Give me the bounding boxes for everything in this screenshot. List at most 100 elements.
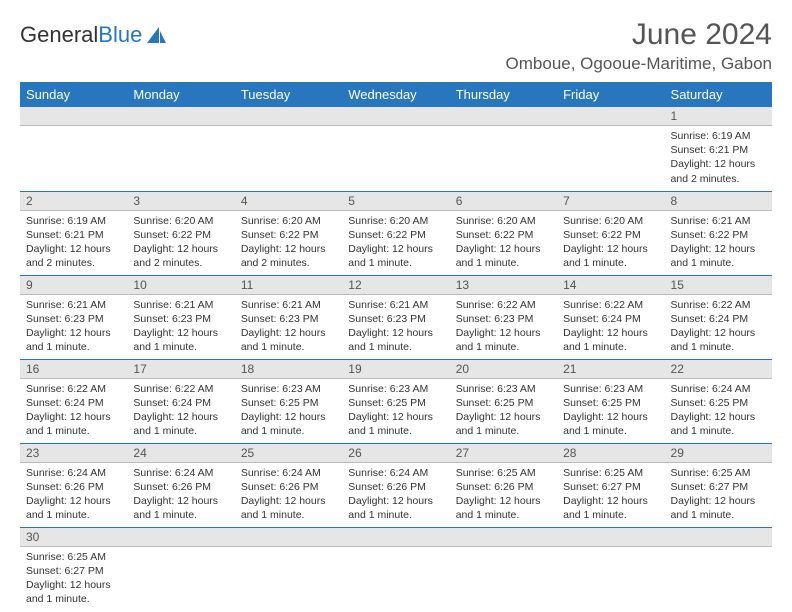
calendar-cell: 24Sunrise: 6:24 AMSunset: 6:26 PMDayligh… (127, 443, 234, 527)
sail-icon (145, 25, 167, 45)
calendar-cell-empty (127, 107, 234, 191)
day-content: Sunrise: 6:22 AMSunset: 6:24 PMDaylight:… (127, 379, 234, 443)
day-number: 17 (127, 360, 234, 379)
day-number-empty (450, 528, 557, 547)
calendar-cell: 27Sunrise: 6:25 AMSunset: 6:26 PMDayligh… (450, 443, 557, 527)
day-content: Sunrise: 6:24 AMSunset: 6:26 PMDaylight:… (342, 463, 449, 527)
day-number: 8 (665, 192, 772, 211)
calendar-cell: 15Sunrise: 6:22 AMSunset: 6:24 PMDayligh… (665, 275, 772, 359)
day-number: 14 (557, 276, 664, 295)
calendar-cell: 22Sunrise: 6:24 AMSunset: 6:25 PMDayligh… (665, 359, 772, 443)
day-content: Sunrise: 6:20 AMSunset: 6:22 PMDaylight:… (342, 211, 449, 275)
weekday-header: Saturday (665, 82, 772, 107)
logo-text-2: Blue (98, 22, 142, 48)
calendar-cell: 19Sunrise: 6:23 AMSunset: 6:25 PMDayligh… (342, 359, 449, 443)
calendar-cell: 9Sunrise: 6:21 AMSunset: 6:23 PMDaylight… (20, 275, 127, 359)
day-content: Sunrise: 6:20 AMSunset: 6:22 PMDaylight:… (557, 211, 664, 275)
calendar-row: 1Sunrise: 6:19 AMSunset: 6:21 PMDaylight… (20, 107, 772, 191)
day-content: Sunrise: 6:24 AMSunset: 6:26 PMDaylight:… (20, 463, 127, 527)
day-number-empty (450, 107, 557, 126)
day-content: Sunrise: 6:25 AMSunset: 6:27 PMDaylight:… (557, 463, 664, 527)
calendar-cell: 10Sunrise: 6:21 AMSunset: 6:23 PMDayligh… (127, 275, 234, 359)
day-content: Sunrise: 6:25 AMSunset: 6:26 PMDaylight:… (450, 463, 557, 527)
day-number: 2 (20, 192, 127, 211)
weekday-header: Friday (557, 82, 664, 107)
day-number-empty (557, 107, 664, 126)
day-content: Sunrise: 6:24 AMSunset: 6:25 PMDaylight:… (665, 379, 772, 443)
calendar-cell: 3Sunrise: 6:20 AMSunset: 6:22 PMDaylight… (127, 191, 234, 275)
day-number: 18 (235, 360, 342, 379)
calendar-cell-empty (20, 107, 127, 191)
day-number: 22 (665, 360, 772, 379)
location: Omboue, Ogooue-Maritime, Gabon (506, 54, 772, 74)
day-content: Sunrise: 6:19 AMSunset: 6:21 PMDaylight:… (665, 126, 772, 190)
calendar-cell: 30Sunrise: 6:25 AMSunset: 6:27 PMDayligh… (20, 527, 127, 611)
day-number: 21 (557, 360, 664, 379)
calendar-cell-empty (127, 527, 234, 611)
day-content: Sunrise: 6:23 AMSunset: 6:25 PMDaylight:… (235, 379, 342, 443)
calendar-cell: 16Sunrise: 6:22 AMSunset: 6:24 PMDayligh… (20, 359, 127, 443)
calendar-header-row: SundayMondayTuesdayWednesdayThursdayFrid… (20, 82, 772, 107)
calendar-cell-empty (450, 527, 557, 611)
calendar-row: 2Sunrise: 6:19 AMSunset: 6:21 PMDaylight… (20, 191, 772, 275)
day-number-empty (342, 107, 449, 126)
calendar-cell: 17Sunrise: 6:22 AMSunset: 6:24 PMDayligh… (127, 359, 234, 443)
day-content: Sunrise: 6:21 AMSunset: 6:23 PMDaylight:… (127, 295, 234, 359)
day-number: 27 (450, 444, 557, 463)
day-content: Sunrise: 6:25 AMSunset: 6:27 PMDaylight:… (20, 547, 127, 611)
day-number-empty (557, 528, 664, 547)
day-content: Sunrise: 6:21 AMSunset: 6:23 PMDaylight:… (342, 295, 449, 359)
calendar-row: 30Sunrise: 6:25 AMSunset: 6:27 PMDayligh… (20, 527, 772, 611)
day-number: 29 (665, 444, 772, 463)
day-content: Sunrise: 6:22 AMSunset: 6:24 PMDaylight:… (557, 295, 664, 359)
day-number-empty (127, 107, 234, 126)
day-number: 3 (127, 192, 234, 211)
calendar-cell: 21Sunrise: 6:23 AMSunset: 6:25 PMDayligh… (557, 359, 664, 443)
day-number: 6 (450, 192, 557, 211)
weekday-header: Wednesday (342, 82, 449, 107)
calendar-cell: 1Sunrise: 6:19 AMSunset: 6:21 PMDaylight… (665, 107, 772, 191)
calendar-cell: 11Sunrise: 6:21 AMSunset: 6:23 PMDayligh… (235, 275, 342, 359)
calendar-cell: 6Sunrise: 6:20 AMSunset: 6:22 PMDaylight… (450, 191, 557, 275)
day-number: 1 (665, 107, 772, 126)
day-content: Sunrise: 6:25 AMSunset: 6:27 PMDaylight:… (665, 463, 772, 527)
month-title: June 2024 (506, 18, 772, 52)
day-number: 25 (235, 444, 342, 463)
calendar-cell: 14Sunrise: 6:22 AMSunset: 6:24 PMDayligh… (557, 275, 664, 359)
day-number-empty (20, 107, 127, 126)
day-content: Sunrise: 6:23 AMSunset: 6:25 PMDaylight:… (450, 379, 557, 443)
calendar-cell: 28Sunrise: 6:25 AMSunset: 6:27 PMDayligh… (557, 443, 664, 527)
calendar-cell-empty (557, 107, 664, 191)
calendar-cell: 5Sunrise: 6:20 AMSunset: 6:22 PMDaylight… (342, 191, 449, 275)
calendar-cell: 8Sunrise: 6:21 AMSunset: 6:22 PMDaylight… (665, 191, 772, 275)
calendar-cell: 7Sunrise: 6:20 AMSunset: 6:22 PMDaylight… (557, 191, 664, 275)
day-number: 13 (450, 276, 557, 295)
day-number: 20 (450, 360, 557, 379)
weekday-header: Thursday (450, 82, 557, 107)
calendar-cell: 18Sunrise: 6:23 AMSunset: 6:25 PMDayligh… (235, 359, 342, 443)
day-content: Sunrise: 6:23 AMSunset: 6:25 PMDaylight:… (557, 379, 664, 443)
day-number-empty (127, 528, 234, 547)
calendar-cell-empty (450, 107, 557, 191)
weekday-header: Tuesday (235, 82, 342, 107)
calendar-cell-empty (342, 107, 449, 191)
calendar-cell: 13Sunrise: 6:22 AMSunset: 6:23 PMDayligh… (450, 275, 557, 359)
day-number: 23 (20, 444, 127, 463)
day-number: 26 (342, 444, 449, 463)
day-number: 28 (557, 444, 664, 463)
day-number-empty (235, 107, 342, 126)
day-content: Sunrise: 6:21 AMSunset: 6:23 PMDaylight:… (20, 295, 127, 359)
calendar-cell: 26Sunrise: 6:24 AMSunset: 6:26 PMDayligh… (342, 443, 449, 527)
weekday-header: Monday (127, 82, 234, 107)
day-number: 16 (20, 360, 127, 379)
day-content: Sunrise: 6:24 AMSunset: 6:26 PMDaylight:… (235, 463, 342, 527)
calendar-cell: 4Sunrise: 6:20 AMSunset: 6:22 PMDaylight… (235, 191, 342, 275)
calendar-cell-empty (235, 107, 342, 191)
header: GeneralBlue June 2024 Omboue, Ogooue-Mar… (20, 18, 772, 74)
title-block: June 2024 Omboue, Ogooue-Maritime, Gabon (506, 18, 772, 74)
day-content: Sunrise: 6:20 AMSunset: 6:22 PMDaylight:… (235, 211, 342, 275)
day-content: Sunrise: 6:20 AMSunset: 6:22 PMDaylight:… (127, 211, 234, 275)
day-content: Sunrise: 6:22 AMSunset: 6:24 PMDaylight:… (20, 379, 127, 443)
calendar-cell: 20Sunrise: 6:23 AMSunset: 6:25 PMDayligh… (450, 359, 557, 443)
day-content: Sunrise: 6:24 AMSunset: 6:26 PMDaylight:… (127, 463, 234, 527)
